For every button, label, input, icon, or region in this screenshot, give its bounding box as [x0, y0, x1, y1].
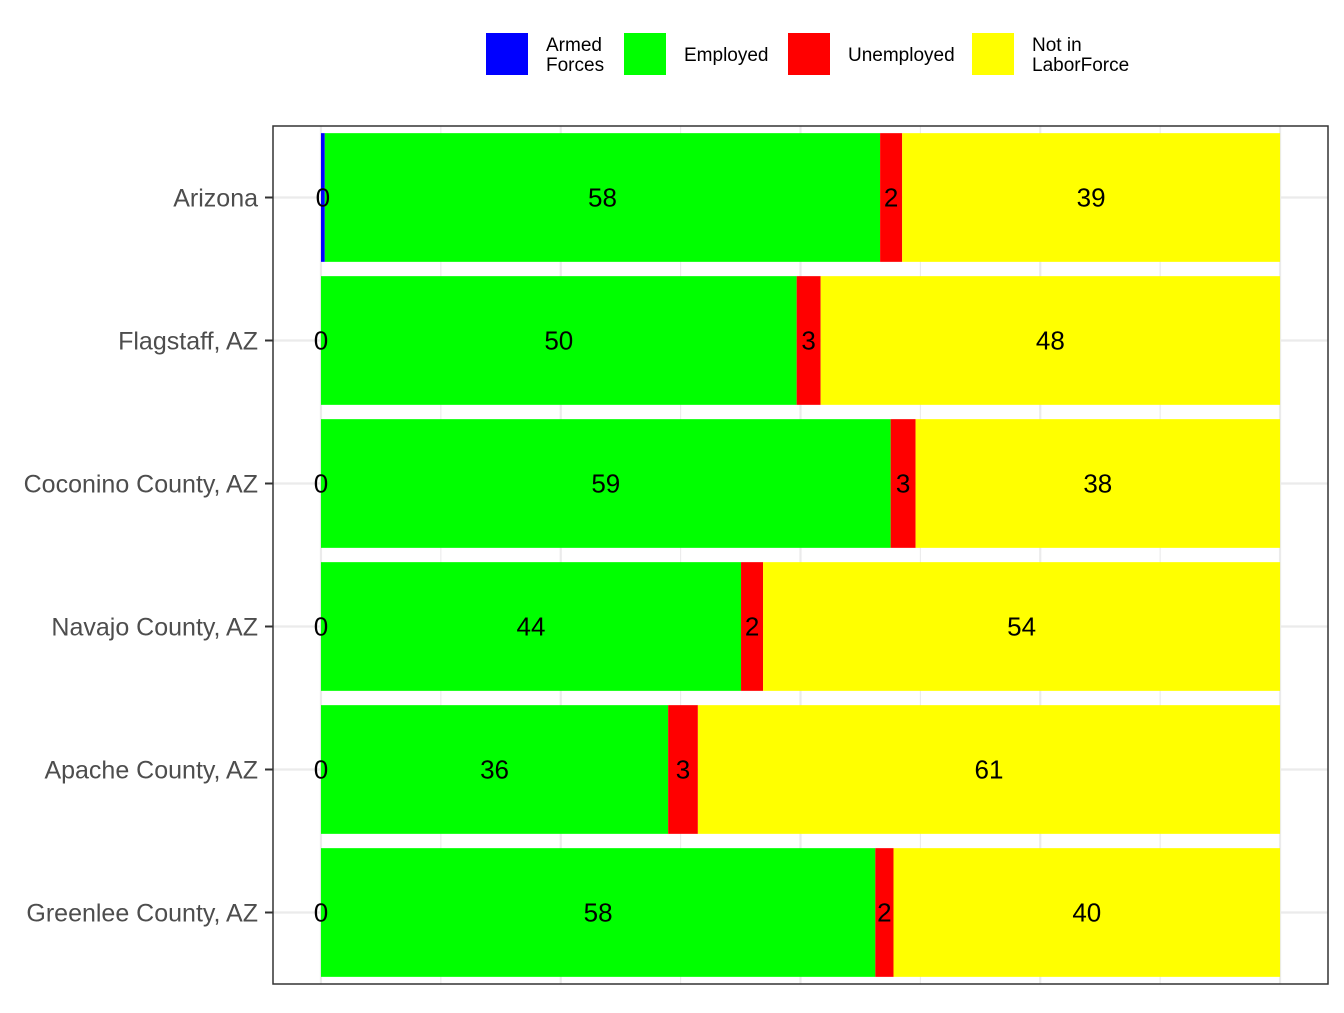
bar-employed — [320, 562, 742, 691]
data-label: 0 — [314, 612, 328, 642]
legend-key-employed — [624, 33, 666, 75]
legend-label: Not in — [1032, 35, 1082, 56]
data-label: 44 — [517, 612, 546, 642]
y-axis-tick-label: Arizona — [173, 185, 258, 213]
y-axis-tick-label: Coconino County, AZ — [24, 471, 258, 499]
legend-label: Forces — [546, 55, 604, 76]
data-label: 0 — [314, 469, 328, 499]
bar-employed — [320, 276, 797, 405]
data-label: 50 — [544, 326, 573, 356]
data-label: 2 — [877, 898, 891, 928]
bar-unemployed — [741, 562, 764, 691]
bar-employed — [324, 133, 881, 262]
plot-border — [272, 125, 1329, 985]
legend-label: LaborForce — [1032, 55, 1129, 76]
bar-unemployed — [875, 848, 894, 977]
y-axis-tick-label: Navajo County, AZ — [51, 614, 258, 642]
legend-key-unemployed — [788, 33, 830, 75]
bar-employed — [320, 705, 669, 834]
data-label: 58 — [584, 898, 613, 928]
bar-employed — [320, 419, 891, 548]
bar-unemployed — [880, 133, 903, 262]
data-label: 36 — [480, 755, 509, 785]
y-axis-tick-label: Flagstaff, AZ — [118, 328, 258, 356]
data-label: 59 — [591, 469, 620, 499]
data-label: 2 — [884, 183, 898, 213]
legend-label: Armed — [546, 35, 602, 56]
bar-employed — [320, 848, 876, 977]
bar-not-in-laborforce — [820, 276, 1281, 405]
data-label: 48 — [1036, 326, 1065, 356]
data-label: 3 — [801, 326, 815, 356]
bar-unemployed — [796, 276, 821, 405]
bar-not-in-laborforce — [763, 562, 1281, 691]
bar-not-in-laborforce — [893, 848, 1281, 977]
data-label: 0 — [314, 755, 328, 785]
legend-label: Unemployed — [848, 45, 955, 66]
bar-not-in-laborforce — [915, 419, 1281, 548]
data-label: 0 — [314, 898, 328, 928]
legend-key-not-in-laborforce — [972, 33, 1014, 75]
data-label: 38 — [1083, 469, 1112, 499]
y-axis-tick-label: Apache County, AZ — [44, 757, 258, 785]
y-axis-tick-label: Greenlee County, AZ — [26, 900, 258, 928]
data-label: 2 — [745, 612, 759, 642]
bar-unemployed — [668, 705, 698, 834]
data-label: 0 — [316, 183, 330, 213]
data-label: 40 — [1072, 898, 1101, 928]
bar-armed-forces — [320, 133, 325, 262]
data-label: 3 — [896, 469, 910, 499]
bar-unemployed — [890, 419, 916, 548]
data-label: 39 — [1077, 183, 1106, 213]
data-label: 61 — [975, 755, 1004, 785]
legend-label: Employed — [684, 45, 769, 66]
data-label: 54 — [1007, 612, 1036, 642]
data-label: 58 — [588, 183, 617, 213]
bar-not-in-laborforce — [697, 705, 1281, 834]
legend-key-armed-forces — [486, 33, 528, 75]
bar-not-in-laborforce — [902, 133, 1281, 262]
data-label: 0 — [314, 326, 328, 356]
data-label: 3 — [676, 755, 690, 785]
